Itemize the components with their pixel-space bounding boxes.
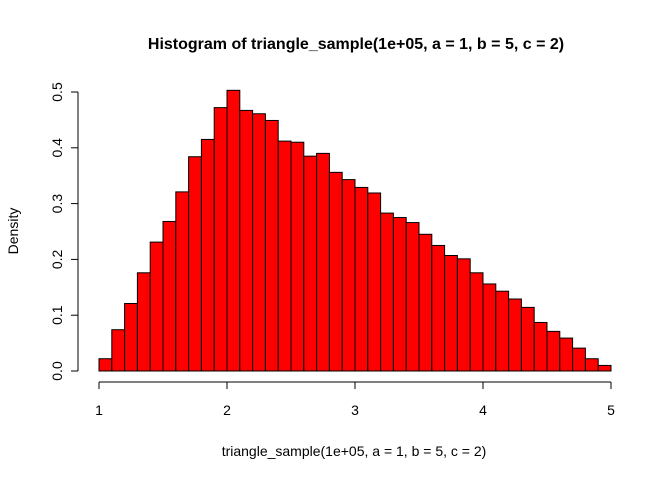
histogram-bar [469,272,484,372]
histogram-bar [559,337,574,372]
histogram-bar [303,155,318,372]
x-tick-label: 5 [607,402,615,418]
y-tick-label: 0.2 [49,249,65,269]
y-tick-label: 0.0 [49,361,65,381]
histogram-bar [597,364,612,372]
histogram-bar [316,152,330,372]
histogram-bar [546,330,561,372]
histogram-bar [367,192,382,372]
histogram-bar [520,306,535,372]
x-axis: 1 2 3 4 5 [95,381,615,418]
histogram-bar [418,233,433,372]
histogram-bar [226,89,241,372]
y-tick-label: 0.3 [49,194,65,214]
histogram-bar [392,217,407,372]
chart-title: Histogram of triangle_sample(1e+05, a = … [148,36,564,53]
histogram-bar [188,156,202,372]
histogram-bar [98,358,113,372]
x-axis-label: triangle_sample(1e+05, a = 1, b = 5, c =… [222,443,487,459]
histogram-bar [252,113,266,372]
histogram-bar [175,191,190,372]
histogram-bar [239,109,254,372]
histogram-bar [495,290,510,372]
histogram-bar [124,302,138,372]
histogram-bar [444,254,458,372]
histogram-bar [456,258,471,372]
histogram-bar [213,107,228,372]
histogram-bar [200,138,215,372]
bars-group [98,89,612,372]
histogram-bar [431,244,446,372]
x-tick-label: 3 [351,402,359,418]
y-tick-label: 0.1 [49,305,65,325]
histogram-bar [405,222,420,372]
x-tick-label: 4 [479,402,487,418]
histogram-bar [584,358,599,372]
y-tick-label: 0.4 [49,138,65,158]
x-tick-label: 1 [95,402,103,418]
histogram-bar [136,272,151,372]
y-axis: 0.0 0.1 0.2 0.3 0.4 0.5 [49,82,79,381]
histogram-bar [162,220,177,372]
histogram-bar [111,329,126,372]
histogram-bar [264,119,279,372]
histogram-bar [290,141,305,372]
histogram-bar [341,179,356,372]
histogram-bar [533,321,548,372]
x-tick-label: 2 [223,402,231,418]
histogram-bar [277,140,292,372]
histogram-bar [482,283,497,372]
y-tick-label: 0.5 [49,82,65,102]
histogram-bar [380,212,394,372]
y-axis-label: Density [5,208,21,255]
histogram-bar [508,298,522,372]
histogram-bar [328,171,343,372]
histogram-bar [572,347,586,372]
histogram-bar [149,241,164,372]
histogram-bar [354,186,369,372]
